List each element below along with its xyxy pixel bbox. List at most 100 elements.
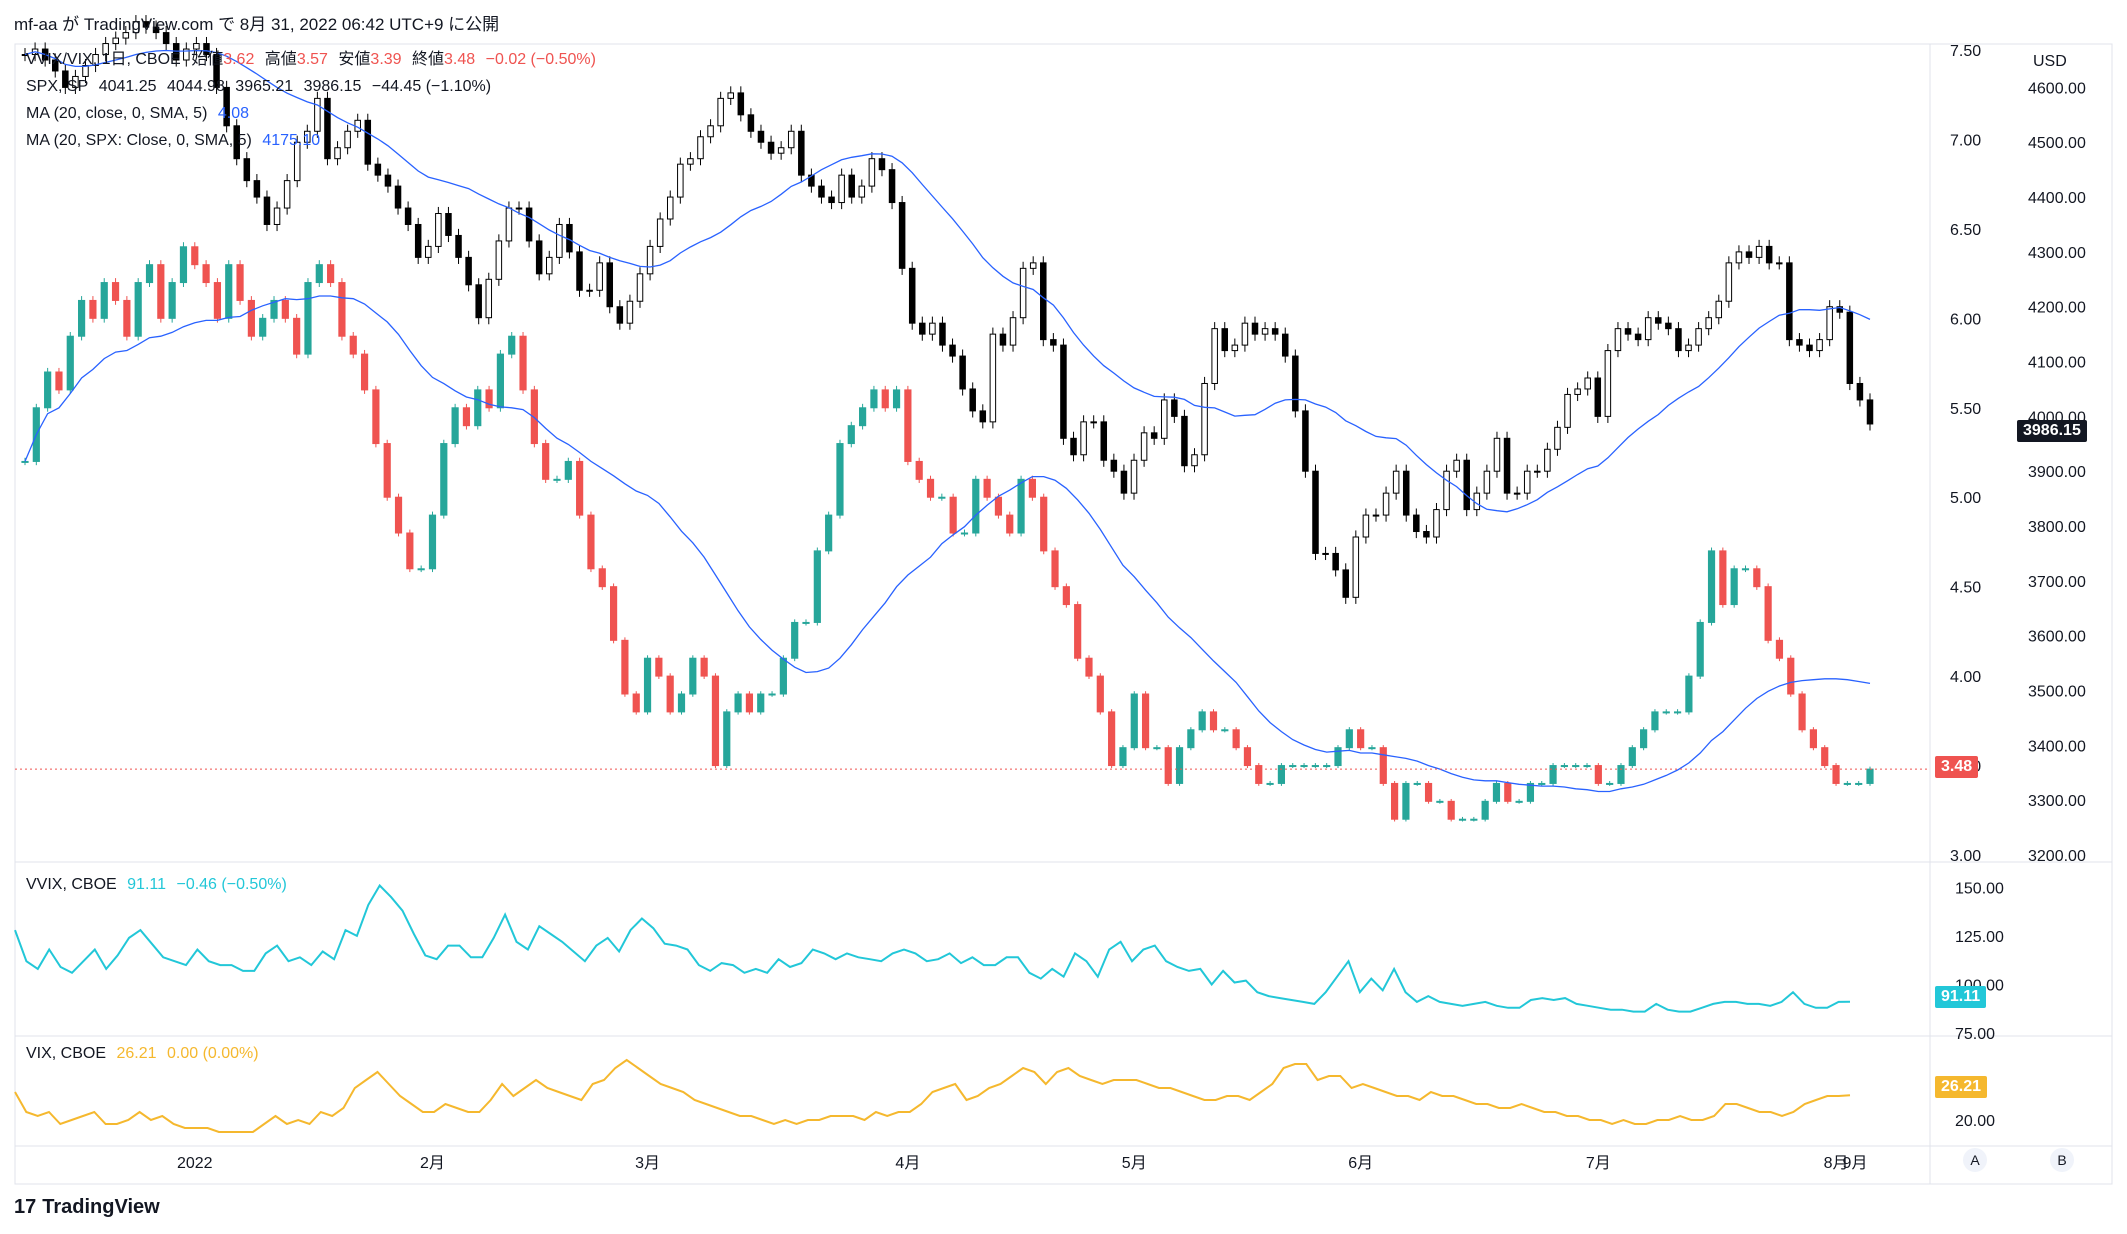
- spx-candle: [1191, 454, 1198, 467]
- spx-candle: [1634, 333, 1642, 341]
- tradingview-branding[interactable]: 17 TradingView: [14, 1196, 160, 1219]
- ratio-candle: [191, 246, 199, 266]
- ratio-candle: [983, 478, 991, 498]
- spx-candle: [1392, 470, 1400, 494]
- legend-spx[interactable]: SPX, SP 4041.25 4044.98 3965.21 3986.15 …: [26, 77, 497, 97]
- ratio-candle: [972, 478, 980, 534]
- ratio-candle: [1492, 782, 1501, 802]
- ratio-candle: [236, 264, 244, 301]
- ratio-candle: [1526, 782, 1535, 802]
- ratio-candle: [213, 282, 222, 319]
- spx-axis-tick: 3600.00: [2028, 629, 2086, 646]
- spx-candle: [1866, 399, 1874, 425]
- ratio-candle: [225, 264, 233, 319]
- spx-candle: [1261, 328, 1269, 335]
- spx-candle: [183, 48, 190, 61]
- spx-candle: [304, 130, 311, 143]
- spx-candle: [1130, 459, 1138, 494]
- ratio-candle: [1549, 765, 1557, 784]
- spx-candle: [1584, 377, 1591, 390]
- spx-candle: [979, 410, 987, 423]
- ratio-ma-line: [24, 295, 1871, 793]
- ratio-candle: [1572, 765, 1580, 768]
- ratio-candle: [1062, 586, 1070, 606]
- spx-candle: [1352, 536, 1360, 598]
- auto-scale-button[interactable]: A: [1963, 1148, 1987, 1172]
- spx-candle: [656, 218, 664, 247]
- ratio-candle: [847, 425, 855, 445]
- ratio-axis-tick: 4.50: [1950, 580, 1981, 597]
- ratio-candle: [870, 389, 878, 409]
- ratio-candle: [1119, 747, 1127, 767]
- ratio-candle: [791, 621, 799, 659]
- ratio-candle: [587, 514, 595, 570]
- spx-candle: [535, 240, 543, 275]
- ratio-candle: [281, 299, 289, 319]
- spx-candle: [1241, 322, 1249, 346]
- legend-vix-label: VIX, CBOE: [26, 1045, 107, 1062]
- ratio-candle: [904, 389, 912, 462]
- spx-candle: [475, 284, 482, 319]
- legend-ma2[interactable]: MA (20, SPX: Close, 0, SMA, 5) 4175.10: [26, 131, 326, 151]
- legend-vix-value: 26.21: [116, 1045, 157, 1062]
- legend-vvix[interactable]: VVIX, CBOE 91.11 −0.46 (−0.50%): [26, 875, 293, 895]
- legend-ratio[interactable]: VVIX/VIX, 1日, CBOE 始値3.62 高値3.57 安値3.39 …: [26, 50, 602, 70]
- scale-b-button[interactable]: B: [2050, 1148, 2074, 1172]
- ratio-candle: [553, 478, 561, 481]
- spx-candle: [999, 333, 1007, 346]
- spx-candle: [1786, 262, 1793, 341]
- ratio-candle: [655, 657, 663, 677]
- spx-axis-tick: 3400.00: [2028, 738, 2086, 755]
- ratio-candle: [598, 568, 606, 588]
- ratio-candle: [349, 335, 357, 355]
- spx-candle: [666, 196, 674, 220]
- spx-candle: [1564, 393, 1571, 428]
- ratio-candle: [1662, 711, 1670, 714]
- ratio-candle: [1334, 747, 1342, 767]
- ratio-candle: [1368, 747, 1376, 750]
- spx-candle: [636, 273, 644, 302]
- spx-candle: [203, 43, 210, 56]
- spx-candle: [737, 92, 745, 116]
- legend-vix[interactable]: VIX, CBOE 26.21 0.00 (0.00%): [26, 1044, 265, 1064]
- spx-axis-tick: 3300.00: [2028, 793, 2086, 810]
- spx-candle: [1423, 531, 1430, 538]
- ratio-candle: [1108, 711, 1116, 767]
- ratio-candle: [134, 282, 142, 337]
- spx-candle: [314, 97, 321, 132]
- spx-candle: [132, 21, 140, 34]
- ratio-candle: [915, 460, 923, 480]
- spx-candle: [223, 86, 230, 127]
- spx-candle: [1120, 470, 1128, 494]
- spx-candle: [1211, 328, 1218, 384]
- ratio-candle: [451, 407, 459, 445]
- legend-ma1[interactable]: MA (20, close, 0, SMA, 5) 4.08: [26, 104, 255, 124]
- vvix-axis-tick: 125.00: [1955, 929, 2004, 946]
- ratio-candle: [21, 460, 29, 463]
- spx-candle: [1060, 344, 1067, 439]
- ratio-candle: [168, 282, 176, 319]
- spx-candle: [1705, 317, 1712, 330]
- spx-candle: [92, 54, 99, 66]
- spx-candle: [122, 32, 130, 39]
- ratio-candle: [1175, 747, 1184, 784]
- spx-candle: [1695, 328, 1702, 346]
- spx-candle: [777, 147, 785, 154]
- spx-candle: [717, 97, 724, 127]
- spx-candle: [576, 251, 583, 291]
- ratio-candle: [1164, 747, 1172, 784]
- legend-vvix-change: −0.46 (−0.50%): [176, 876, 287, 893]
- spx-candle: [1161, 399, 1168, 439]
- spx-axis-tick: 3800.00: [2028, 519, 2086, 536]
- spx-candle: [455, 234, 462, 258]
- spx-candle: [556, 223, 563, 258]
- ratio-candle: [519, 335, 527, 391]
- ratio-candle: [1651, 711, 1659, 731]
- spx-axis-tick: 4600.00: [2028, 80, 2086, 97]
- ratio-candle: [802, 621, 810, 624]
- ratio-candle: [542, 443, 550, 480]
- spx-candle: [1765, 245, 1773, 264]
- ratio-candle: [1538, 782, 1546, 785]
- spx-candle: [1745, 251, 1753, 258]
